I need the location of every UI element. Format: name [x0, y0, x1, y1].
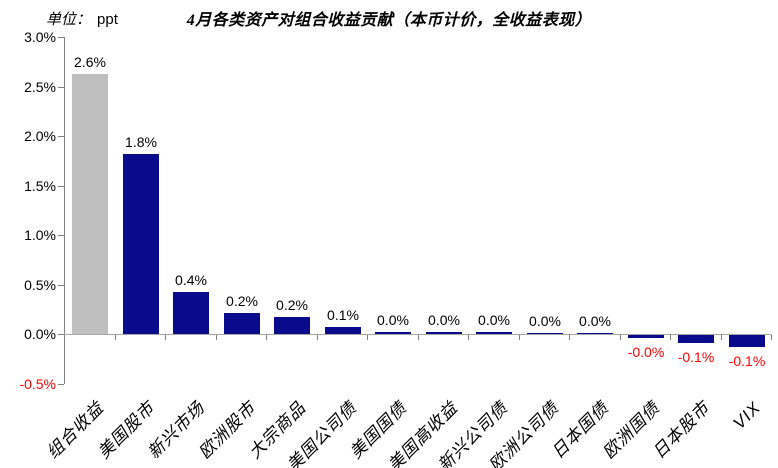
- y-axis-tick-label: 3.0%: [24, 29, 56, 45]
- bar-value-label: 1.8%: [125, 134, 157, 150]
- y-axis-tick: [58, 37, 64, 38]
- y-axis-tick: [58, 87, 64, 88]
- bar-value-label: 0.0%: [377, 312, 409, 328]
- x-axis-tick: [266, 335, 267, 340]
- bar: [678, 335, 714, 343]
- x-axis-tick: [670, 335, 671, 340]
- x-axis-tick: [317, 335, 318, 340]
- unit-label-text: 单位：: [46, 12, 92, 28]
- bar-value-label: 0.1%: [327, 307, 359, 323]
- bar: [123, 154, 159, 334]
- bar-value-label: 0.0%: [478, 312, 510, 328]
- y-axis-tick-label: 0.5%: [24, 277, 56, 293]
- bar-value-label: 0.0%: [529, 313, 561, 329]
- y-axis-tick: [58, 186, 64, 187]
- y-axis-tick-label: -0.5%: [19, 376, 56, 392]
- bar: [527, 333, 563, 334]
- x-axis-tick: [418, 335, 419, 340]
- bar: [476, 332, 512, 334]
- x-axis-tick: [165, 335, 166, 340]
- bar: [729, 335, 765, 347]
- bar-value-label: 0.0%: [579, 313, 611, 329]
- bar-value-label: 2.6%: [74, 54, 106, 70]
- bar-value-label: -0.1%: [677, 349, 715, 365]
- bar-value-label: -0.0%: [627, 344, 665, 360]
- x-axis-tick: [771, 335, 772, 340]
- unit-label: 单位： ppt: [46, 8, 118, 29]
- y-axis-tick: [58, 384, 64, 385]
- y-axis-tick-label: 1.0%: [24, 227, 56, 243]
- bar: [628, 335, 664, 338]
- x-axis-tick: [468, 335, 469, 340]
- unit-value-text: ppt: [97, 11, 118, 28]
- x-axis-tick: [64, 335, 65, 340]
- bar-value-label: 0.0%: [428, 312, 460, 328]
- bar: [577, 333, 613, 334]
- y-axis-tick: [58, 285, 64, 286]
- y-axis-line: [64, 37, 65, 384]
- y-axis-tick-label: 2.0%: [24, 128, 56, 144]
- bar-value-label: 0.2%: [276, 297, 308, 313]
- chart-title: 4月各类资产对组合收益贡献（本币计价，全收益表现）: [186, 12, 592, 29]
- x-axis-tick: [115, 335, 116, 340]
- y-axis-tick-label: 1.5%: [24, 178, 56, 194]
- x-axis-tick: [216, 335, 217, 340]
- bar-value-label: 0.2%: [226, 293, 258, 309]
- bar-value-label: -0.1%: [728, 353, 766, 369]
- x-axis-tick: [519, 335, 520, 340]
- bar: [375, 332, 411, 334]
- bar: [173, 292, 209, 334]
- x-axis-tick: [721, 335, 722, 340]
- bar: [325, 327, 361, 334]
- y-axis-tick: [58, 334, 64, 335]
- x-axis-tick: [620, 335, 621, 340]
- y-axis-tick-label: 0.0%: [24, 326, 56, 342]
- y-axis-tick: [58, 235, 64, 236]
- x-axis-tick: [367, 335, 368, 340]
- zero-baseline: [64, 334, 772, 335]
- bar: [72, 74, 108, 334]
- bar: [224, 313, 260, 334]
- x-axis-tick: [569, 335, 570, 340]
- bar: [426, 332, 462, 334]
- bar-value-label: 0.4%: [175, 272, 207, 288]
- bar: [274, 317, 310, 334]
- y-axis-tick-label: 2.5%: [24, 79, 56, 95]
- y-axis-tick: [58, 136, 64, 137]
